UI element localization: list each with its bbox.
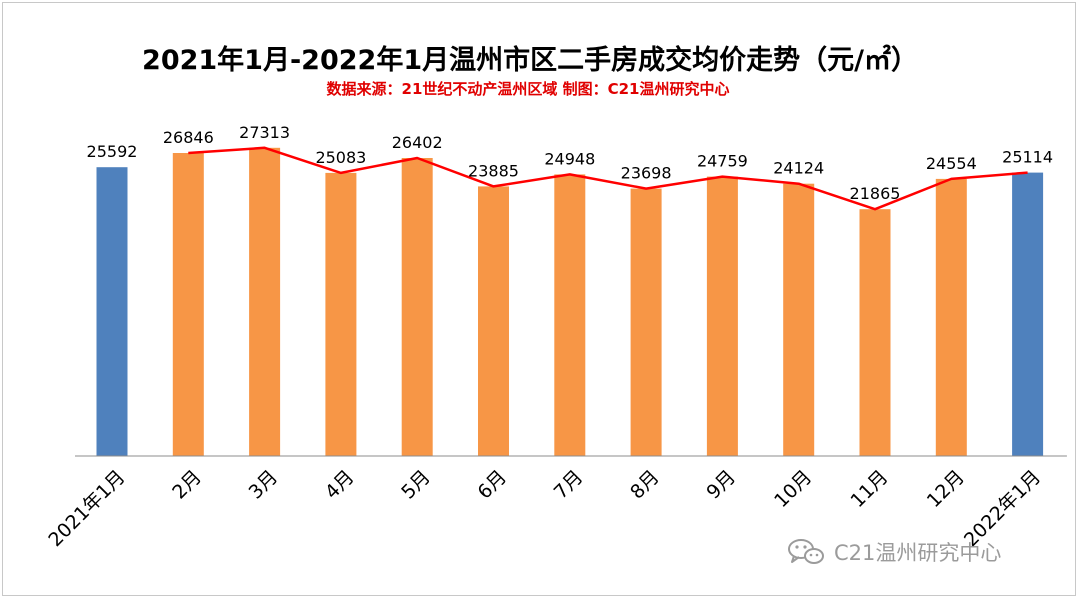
- category-label: 2021年1月: [44, 466, 129, 551]
- bar: [859, 209, 891, 456]
- bar: [783, 183, 815, 456]
- category-label: 7月: [550, 466, 588, 504]
- data-label: 26402: [392, 133, 443, 152]
- category-label: 11月: [846, 466, 892, 512]
- bar: [325, 172, 357, 456]
- data-label: 24759: [697, 152, 748, 171]
- data-label: 25592: [87, 142, 138, 161]
- category-label: 10月: [770, 466, 816, 512]
- bar: [935, 178, 967, 456]
- category-label: 2月: [168, 466, 206, 504]
- bar: [706, 176, 738, 456]
- data-label: 23698: [621, 164, 672, 183]
- category-label: 9月: [702, 466, 740, 504]
- category-label: 12月: [923, 466, 969, 512]
- bar: [554, 174, 586, 456]
- bar: [172, 153, 204, 456]
- data-label: 21865: [850, 184, 901, 203]
- data-label: 24554: [926, 154, 977, 173]
- chart-title: 2021年1月-2022年1月温州市区二手房成交均价走势（元/㎡）: [142, 45, 918, 76]
- bar: [96, 167, 128, 456]
- data-label: 23885: [468, 161, 519, 180]
- watermark: C21温州研究中心: [786, 537, 1001, 567]
- bar: [630, 188, 662, 456]
- bar: [478, 186, 509, 456]
- bar: [1012, 172, 1044, 456]
- chart-subtitle: 数据来源：21世纪不动产温州区域 制图：C21温州研究中心: [326, 80, 730, 98]
- category-label: 6月: [473, 466, 511, 504]
- data-label: 25114: [1002, 148, 1053, 167]
- category-label: 8月: [626, 466, 664, 504]
- data-label: 26846: [163, 128, 214, 147]
- data-label: 24124: [773, 159, 824, 178]
- category-label: 5月: [397, 466, 435, 504]
- category-label: 3月: [245, 466, 283, 504]
- watermark-text: C21温州研究中心: [834, 541, 1002, 565]
- data-label: 25083: [315, 148, 366, 167]
- bar: [249, 147, 281, 457]
- data-label: 24948: [544, 149, 595, 168]
- category-label: 4月: [321, 466, 359, 504]
- trend-line: [188, 146, 1028, 211]
- wechat-icon: [788, 539, 824, 564]
- bar: [401, 158, 433, 456]
- data-label: 27313: [239, 123, 290, 142]
